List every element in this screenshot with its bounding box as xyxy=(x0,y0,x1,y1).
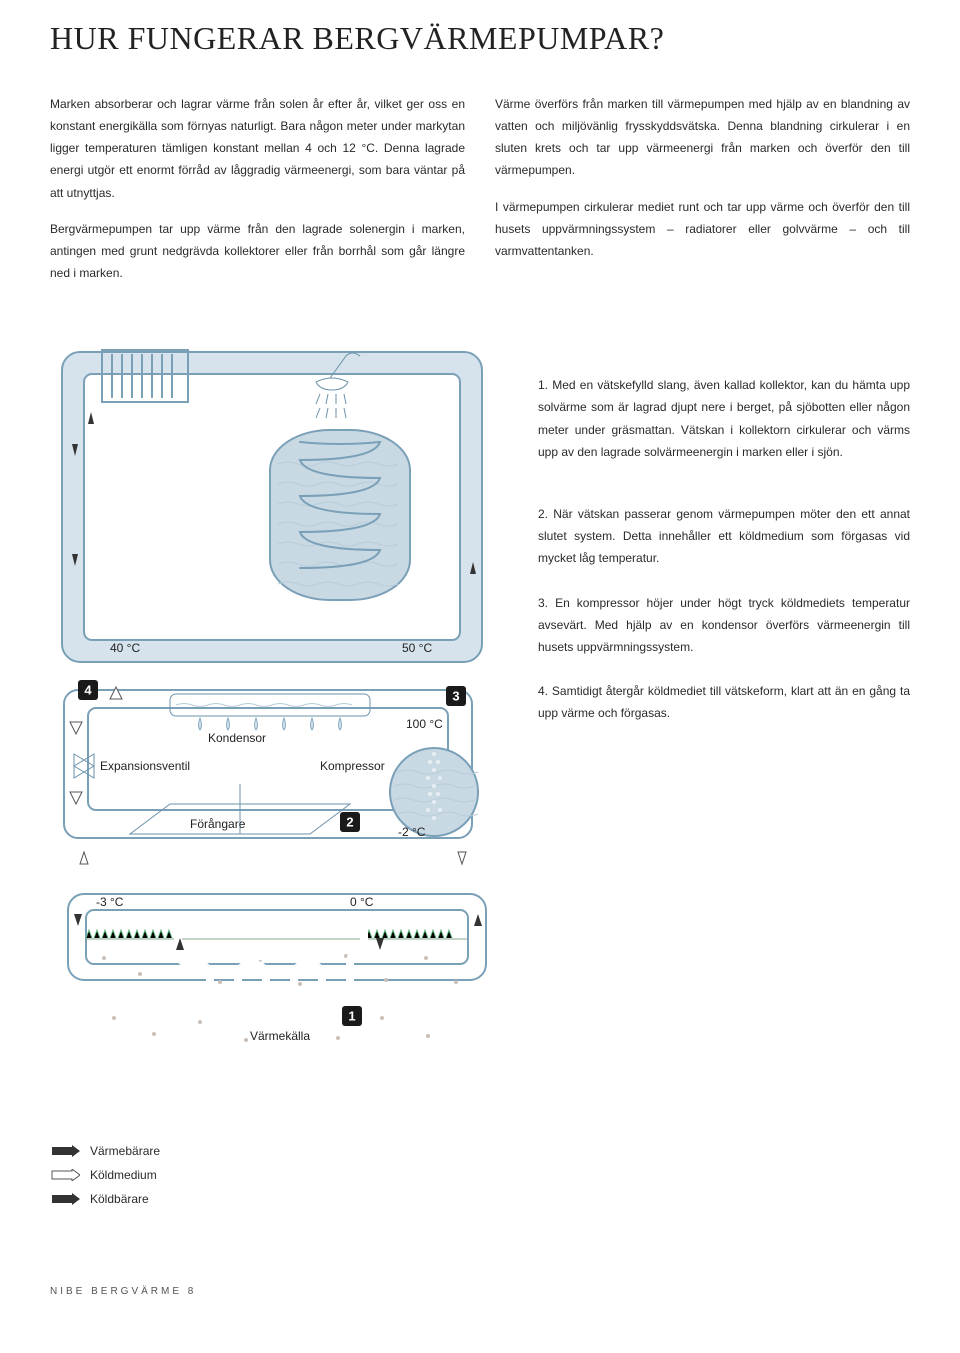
step-3: 3. En kompressor höjer under högt tryck … xyxy=(538,592,910,659)
step-4: 4. Samtidigt återgår köldmediet till vät… xyxy=(538,680,910,724)
intro-right-p2: I värmepumpen cirkulerar mediet runt och… xyxy=(495,196,910,263)
intro-right-p1: Värme överförs från marken till värmepum… xyxy=(495,93,910,182)
intro-right: Värme överförs från marken till värmepum… xyxy=(495,93,910,299)
label-forangare: Förångare xyxy=(190,817,246,831)
label-kompressor: Kompressor xyxy=(320,759,385,773)
intro-columns: Marken absorberar och lagrar värme från … xyxy=(50,93,910,299)
temp-m2c: -2 °C xyxy=(398,825,426,839)
steps-column: 1. Med en vätskefylld slang, även kallad… xyxy=(538,334,910,1216)
intro-left: Marken absorberar och lagrar värme från … xyxy=(50,93,465,299)
intro-left-p2: Bergvärmepumpen tar upp värme från den l… xyxy=(50,218,465,285)
temp-50c: 50 °C xyxy=(402,641,432,655)
condenser-tray xyxy=(170,694,370,730)
legend-koldmedium-label: Köldmedium xyxy=(90,1168,157,1182)
label-expansion: Expansionsventil xyxy=(100,759,190,773)
temp-m3c: -3 °C xyxy=(96,895,124,909)
temp-0c: 0 °C xyxy=(350,895,374,909)
legend: Värmebärare Köldmedium Köldbärare xyxy=(50,1144,510,1206)
page-footer: NIBE BERGVÄRME 8 xyxy=(50,1286,910,1297)
legend-koldmedium: Köldmedium xyxy=(50,1168,510,1182)
diagram-column: 40 °C 50 °C xyxy=(50,334,510,1216)
temp-100c: 100 °C xyxy=(406,717,443,731)
water-tank xyxy=(270,430,410,600)
expansion-valve xyxy=(74,754,94,778)
temp-40c: 40 °C xyxy=(110,641,140,655)
legend-koldbarare-label: Köldbärare xyxy=(90,1192,149,1206)
legend-varmebarare-label: Värmebärare xyxy=(90,1144,160,1158)
legend-koldbarare: Köldbärare xyxy=(50,1192,510,1206)
mid-section: 40 °C 50 °C xyxy=(50,334,910,1216)
svg-text:1: 1 xyxy=(348,1009,355,1024)
svg-text:3: 3 xyxy=(452,689,459,704)
step-1: 1. Med en vätskefylld slang, även kallad… xyxy=(538,374,910,463)
step-2: 2. När vätskan passerar genom värmepumpe… xyxy=(538,503,910,570)
svg-text:4: 4 xyxy=(84,683,92,698)
intro-left-p1: Marken absorberar och lagrar värme från … xyxy=(50,93,465,204)
compressor-icon xyxy=(390,748,478,836)
label-varmekalla: Värmekälla xyxy=(250,1029,310,1043)
legend-varmebarare: Värmebärare xyxy=(50,1144,510,1158)
heatpump-diagram: 40 °C 50 °C xyxy=(50,334,510,1114)
page-title: HUR FUNGERAR BERGVÄRMEPUMPAR? xyxy=(50,20,910,57)
label-kondensor: Kondensor xyxy=(208,731,266,745)
svg-text:2: 2 xyxy=(346,815,353,830)
